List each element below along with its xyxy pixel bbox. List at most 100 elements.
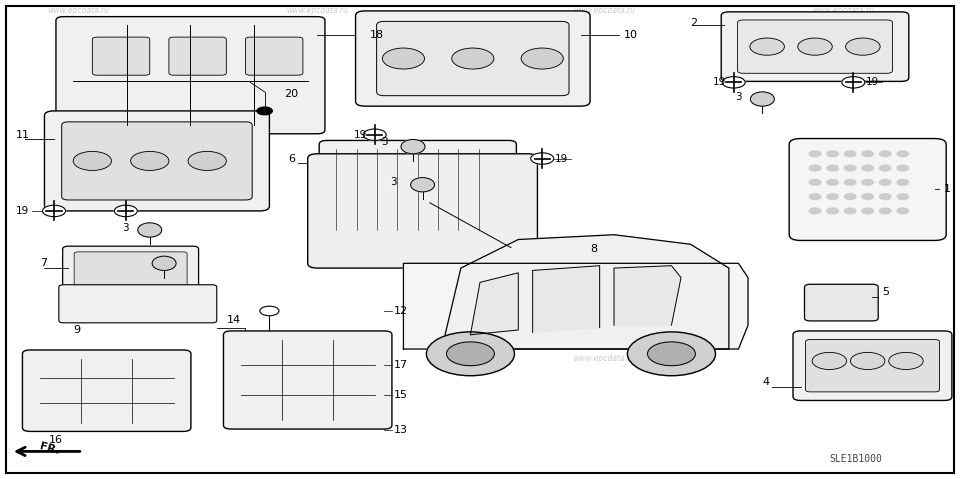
- Circle shape: [647, 342, 695, 365]
- FancyBboxPatch shape: [44, 111, 270, 211]
- Text: 17: 17: [394, 360, 408, 370]
- Circle shape: [879, 165, 891, 171]
- Text: 8: 8: [590, 244, 597, 254]
- FancyBboxPatch shape: [62, 246, 199, 299]
- Text: 19: 19: [712, 77, 726, 87]
- Circle shape: [897, 208, 908, 214]
- Ellipse shape: [152, 256, 176, 271]
- Circle shape: [879, 194, 891, 199]
- FancyBboxPatch shape: [59, 285, 217, 323]
- Text: 1: 1: [945, 184, 951, 194]
- Circle shape: [842, 77, 865, 88]
- FancyBboxPatch shape: [22, 350, 191, 432]
- Circle shape: [131, 151, 169, 171]
- Circle shape: [188, 151, 227, 171]
- FancyBboxPatch shape: [721, 12, 909, 81]
- Text: 19: 19: [15, 206, 29, 216]
- FancyBboxPatch shape: [804, 284, 878, 321]
- Polygon shape: [442, 235, 729, 349]
- Text: 14: 14: [227, 316, 240, 325]
- Text: www.epcdata.ru: www.epcdata.ru: [47, 6, 109, 15]
- Text: 19: 19: [353, 130, 367, 140]
- Polygon shape: [470, 273, 518, 335]
- Text: FR.: FR.: [38, 442, 60, 456]
- FancyBboxPatch shape: [793, 331, 952, 400]
- Circle shape: [812, 353, 847, 369]
- Circle shape: [426, 332, 515, 376]
- Circle shape: [363, 129, 386, 140]
- Text: 6: 6: [289, 154, 296, 163]
- FancyBboxPatch shape: [74, 252, 187, 294]
- FancyBboxPatch shape: [805, 340, 940, 392]
- Circle shape: [879, 208, 891, 214]
- Text: 3: 3: [391, 177, 397, 187]
- Circle shape: [845, 208, 856, 214]
- Circle shape: [845, 180, 856, 185]
- Polygon shape: [403, 263, 748, 349]
- Circle shape: [628, 332, 715, 376]
- Text: www.epcdata.ru: www.epcdata.ru: [47, 354, 109, 363]
- Circle shape: [722, 77, 745, 88]
- Circle shape: [73, 151, 111, 171]
- Circle shape: [851, 353, 885, 369]
- Circle shape: [446, 342, 494, 365]
- FancyBboxPatch shape: [355, 11, 590, 106]
- Ellipse shape: [751, 92, 775, 106]
- Text: 2: 2: [690, 18, 698, 28]
- Circle shape: [897, 194, 908, 199]
- Text: 5: 5: [882, 287, 889, 297]
- Text: 12: 12: [394, 306, 408, 316]
- Text: 15: 15: [394, 390, 408, 400]
- Circle shape: [809, 151, 821, 157]
- Text: 20: 20: [284, 89, 298, 99]
- Polygon shape: [533, 266, 600, 332]
- Circle shape: [846, 38, 880, 55]
- FancyBboxPatch shape: [319, 140, 516, 239]
- Ellipse shape: [401, 139, 425, 154]
- Circle shape: [897, 180, 908, 185]
- Text: www.epcdata.ru: www.epcdata.ru: [813, 6, 875, 15]
- Circle shape: [809, 194, 821, 199]
- Circle shape: [260, 306, 279, 316]
- Circle shape: [809, 208, 821, 214]
- FancyBboxPatch shape: [92, 37, 150, 75]
- FancyBboxPatch shape: [224, 331, 392, 429]
- Text: 9: 9: [73, 325, 81, 335]
- Circle shape: [845, 194, 856, 199]
- Text: www.epcdata.ru: www.epcdata.ru: [573, 6, 636, 15]
- FancyBboxPatch shape: [404, 295, 450, 310]
- Circle shape: [862, 151, 874, 157]
- Text: 7: 7: [39, 258, 47, 268]
- Text: 18: 18: [370, 30, 384, 40]
- Circle shape: [862, 208, 874, 214]
- Text: 19: 19: [866, 77, 879, 87]
- Circle shape: [889, 353, 924, 369]
- Circle shape: [827, 208, 838, 214]
- Text: www.epcdata.ru: www.epcdata.ru: [286, 6, 348, 15]
- Circle shape: [845, 165, 856, 171]
- FancyBboxPatch shape: [737, 20, 893, 73]
- Text: 13: 13: [394, 425, 408, 435]
- FancyBboxPatch shape: [56, 17, 324, 134]
- Text: SLE1B1000: SLE1B1000: [829, 454, 882, 464]
- Circle shape: [809, 180, 821, 185]
- Ellipse shape: [411, 178, 435, 192]
- Circle shape: [862, 165, 874, 171]
- Circle shape: [897, 165, 908, 171]
- Text: www.epcdata.ru: www.epcdata.ru: [286, 354, 348, 363]
- Circle shape: [827, 151, 838, 157]
- Text: 3: 3: [381, 137, 388, 147]
- Circle shape: [114, 205, 137, 217]
- Text: 16: 16: [49, 434, 63, 445]
- Text: 19: 19: [555, 154, 568, 163]
- Circle shape: [382, 48, 424, 69]
- Text: www.epcdata.ru: www.epcdata.ru: [813, 354, 875, 363]
- Circle shape: [521, 48, 564, 69]
- Text: 10: 10: [624, 30, 637, 40]
- Ellipse shape: [138, 223, 161, 237]
- Circle shape: [845, 151, 856, 157]
- Circle shape: [452, 48, 493, 69]
- Text: 4: 4: [762, 377, 770, 388]
- Circle shape: [827, 165, 838, 171]
- FancyBboxPatch shape: [246, 37, 303, 75]
